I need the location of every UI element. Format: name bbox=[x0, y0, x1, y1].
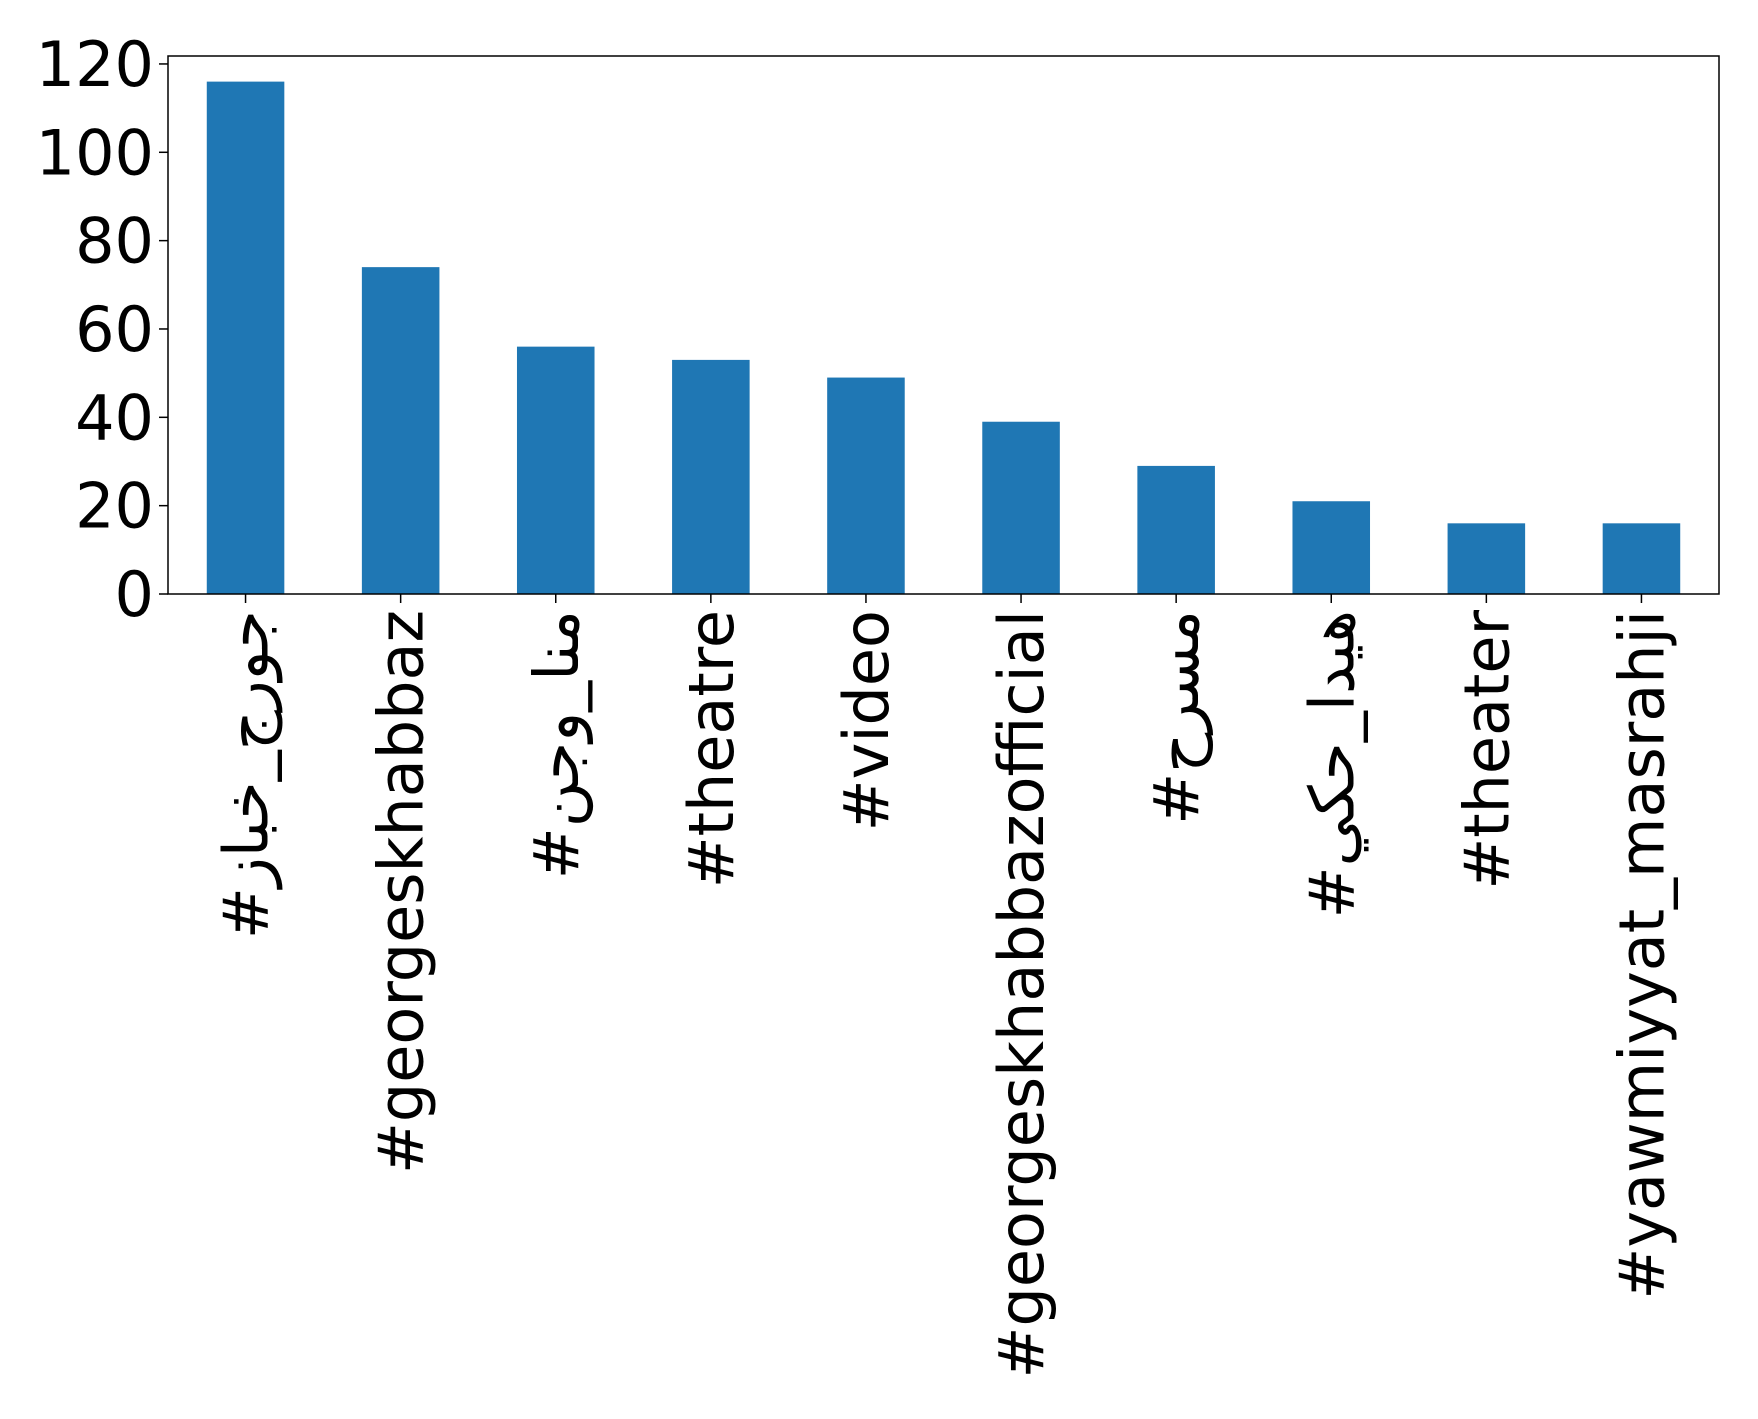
x-tick-label: #theatre bbox=[675, 610, 748, 888]
bar bbox=[1447, 523, 1526, 594]
x-tick-label: #georgeskhabbaz bbox=[365, 610, 438, 1174]
x-tick-label: #مسرح bbox=[1140, 610, 1213, 825]
x-tick-label: #video bbox=[830, 610, 903, 831]
bar bbox=[982, 421, 1060, 594]
y-tick-label: 80 bbox=[75, 205, 154, 278]
x-tick-label: #جورج_خباز bbox=[210, 610, 283, 939]
y-tick-label: 20 bbox=[75, 470, 154, 543]
bar bbox=[1292, 501, 1371, 594]
bar bbox=[672, 359, 750, 594]
y-tick-label: 100 bbox=[36, 116, 154, 189]
x-tick-label: #georgeskhabbazofficial bbox=[985, 610, 1058, 1378]
bar bbox=[516, 346, 595, 594]
y-tick-label: 120 bbox=[36, 28, 154, 101]
bar bbox=[1602, 523, 1681, 594]
bar bbox=[361, 267, 440, 594]
bar bbox=[827, 377, 905, 594]
y-tick-label: 60 bbox=[75, 293, 154, 366]
x-tick-label: #yawmiyyat_masrahji bbox=[1605, 610, 1678, 1300]
bar bbox=[1137, 465, 1215, 594]
bar bbox=[206, 81, 285, 595]
y-tick-label: 40 bbox=[75, 381, 154, 454]
x-tick-label: #هيدا_حكي bbox=[1295, 610, 1368, 918]
plot-frame bbox=[167, 55, 1720, 595]
x-tick-label: #منا_وجن bbox=[520, 610, 593, 879]
y-tick-label: 0 bbox=[115, 558, 154, 631]
x-tick-label: #theater bbox=[1450, 609, 1523, 889]
